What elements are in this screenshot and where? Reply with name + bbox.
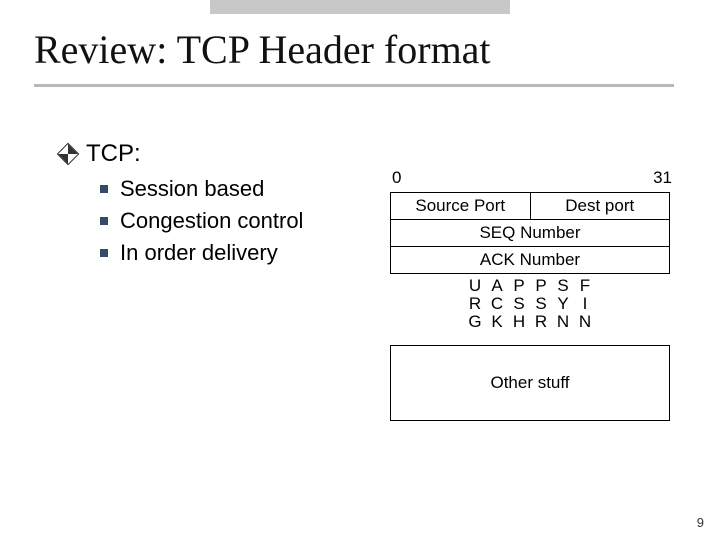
flag-psr: P S R bbox=[530, 277, 552, 331]
sub-bullets: Session based Congestion control In orde… bbox=[100, 176, 380, 266]
other-stuff-cell: Other stuff bbox=[390, 345, 670, 421]
flag-letter: F bbox=[574, 277, 596, 295]
flag-urg: U R G bbox=[464, 277, 486, 331]
square-icon bbox=[100, 249, 108, 257]
header-row-ports: Source Port Dest port bbox=[390, 192, 670, 220]
header-row-ack: ACK Number bbox=[390, 246, 670, 274]
sub-bullet: Session based bbox=[100, 176, 380, 202]
flag-letter: A bbox=[486, 277, 508, 295]
bullet-list: TCP: Session based Congestion control In… bbox=[60, 140, 380, 272]
diamond-icon bbox=[57, 143, 80, 166]
header-rows: Source Port Dest port SEQ Number ACK Num… bbox=[390, 192, 670, 274]
sub-bullet: Congestion control bbox=[100, 208, 380, 234]
seq-cell: SEQ Number bbox=[391, 220, 669, 246]
flag-letter: G bbox=[464, 313, 486, 331]
tcp-header-diagram: 0 31 Source Port Dest port SEQ Number AC… bbox=[390, 170, 670, 421]
flag-letter: N bbox=[552, 313, 574, 331]
flag-letter: R bbox=[464, 295, 486, 313]
square-icon bbox=[100, 185, 108, 193]
flag-letter: U bbox=[464, 277, 486, 295]
flag-letter: P bbox=[530, 277, 552, 295]
flag-letter: N bbox=[574, 313, 596, 331]
ack-cell: ACK Number bbox=[391, 247, 669, 273]
flag-letter: H bbox=[508, 313, 530, 331]
sub-bullet-text: In order delivery bbox=[120, 240, 278, 266]
slide-title: Review: TCP Header format bbox=[34, 26, 491, 73]
flags-row: U R G A C K P S H P S R bbox=[390, 277, 670, 331]
flag-fin: F I N bbox=[574, 277, 596, 331]
bullet-main: TCP: bbox=[60, 140, 380, 168]
flag-letter: P bbox=[508, 277, 530, 295]
flag-letter: I bbox=[574, 295, 596, 313]
flag-letter: K bbox=[486, 313, 508, 331]
page-number: 9 bbox=[697, 515, 704, 530]
title-underline bbox=[34, 84, 674, 87]
flag-letter: Y bbox=[552, 295, 574, 313]
flag-letter: C bbox=[486, 295, 508, 313]
bit-label-right: 31 bbox=[653, 168, 672, 188]
dest-port-cell: Dest port bbox=[531, 193, 670, 219]
flag-letter: S bbox=[530, 295, 552, 313]
flag-letter: S bbox=[552, 277, 574, 295]
top-bar-decoration bbox=[210, 0, 510, 14]
flag-letter: R bbox=[530, 313, 552, 331]
flag-psh: P S H bbox=[508, 277, 530, 331]
sub-bullet: In order delivery bbox=[100, 240, 380, 266]
flag-letter: S bbox=[508, 295, 530, 313]
bullet-main-text: TCP: bbox=[86, 140, 141, 168]
flag-syn: S Y N bbox=[552, 277, 574, 331]
flag-ack: A C K bbox=[486, 277, 508, 331]
header-row-seq: SEQ Number bbox=[390, 219, 670, 247]
sub-bullet-text: Congestion control bbox=[120, 208, 303, 234]
square-icon bbox=[100, 217, 108, 225]
source-port-cell: Source Port bbox=[391, 193, 531, 219]
flags-block: U R G A C K P S H P S R bbox=[464, 277, 596, 331]
sub-bullet-text: Session based bbox=[120, 176, 264, 202]
bit-label-left: 0 bbox=[392, 168, 401, 188]
